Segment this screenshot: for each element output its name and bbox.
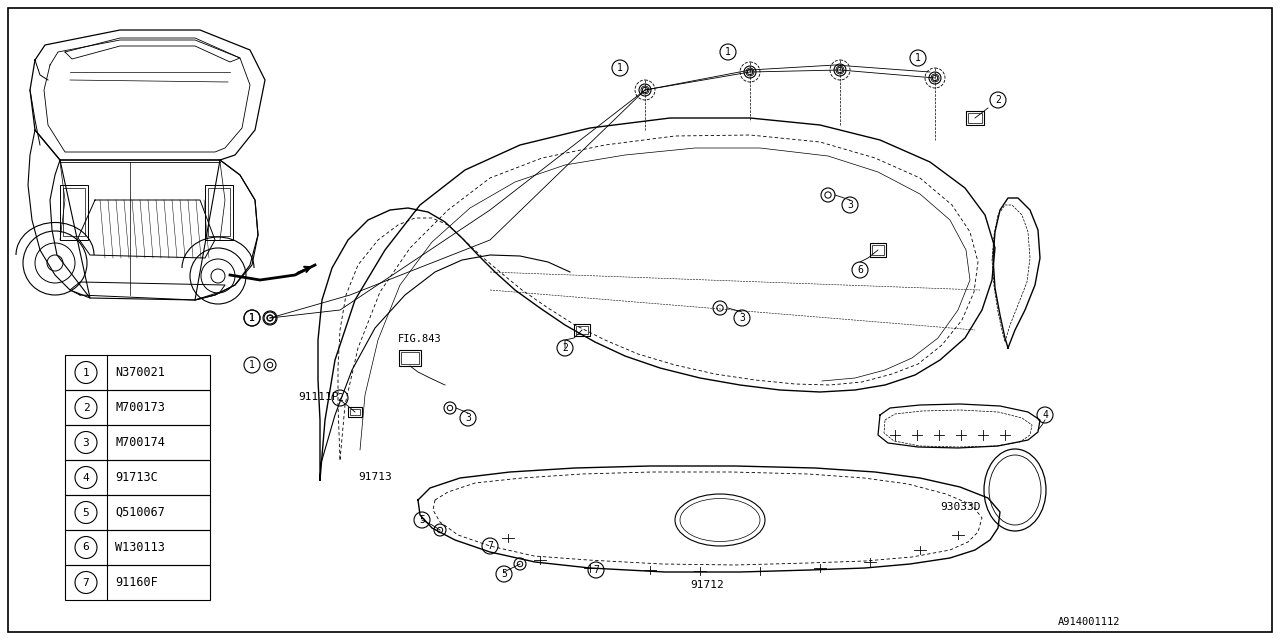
Text: 1: 1 [617,63,623,73]
Bar [209,188,230,236]
Text: 7: 7 [83,577,90,588]
Text: A914001112: A914001112 [1057,617,1120,627]
Bar [65,565,210,600]
Bar [966,111,984,125]
Text: 3: 3 [847,200,852,210]
Bar [60,185,88,240]
Bar [576,326,588,334]
Text: 7: 7 [593,565,599,575]
Text: 4: 4 [1042,410,1048,420]
Text: 2: 2 [337,393,343,403]
Text: 1: 1 [915,53,920,63]
Text: 2: 2 [995,95,1001,105]
Bar [399,350,421,366]
Text: 5: 5 [419,515,425,525]
Text: 1: 1 [250,360,255,370]
Text: W130113: W130113 [115,541,165,554]
Text: 3: 3 [465,413,471,423]
Bar [872,245,884,255]
Bar [205,185,233,240]
Text: 1: 1 [250,313,255,323]
Text: 1: 1 [250,313,255,323]
Text: FIG.843: FIG.843 [398,334,442,344]
Text: 2: 2 [83,403,90,413]
Bar [348,407,362,417]
Text: M700174: M700174 [115,436,165,449]
Text: 1: 1 [724,47,731,57]
Bar [65,355,210,390]
Text: 91160F: 91160F [115,576,157,589]
Bar [573,324,590,336]
Text: 1: 1 [83,367,90,378]
Text: 91713: 91713 [358,472,392,482]
Text: 91111P: 91111P [298,392,338,402]
Text: Q510067: Q510067 [115,506,165,519]
Text: 3: 3 [83,438,90,447]
Text: 6: 6 [83,543,90,552]
Bar [349,409,360,415]
Text: N370021: N370021 [115,366,165,379]
Text: 5: 5 [83,508,90,518]
Bar [65,390,210,425]
Text: 93033D: 93033D [940,502,980,512]
Bar [65,530,210,565]
Bar [65,495,210,530]
Bar [63,188,84,236]
Text: 91713C: 91713C [115,471,157,484]
Bar [870,243,886,257]
Text: 6: 6 [858,265,863,275]
Text: 91712: 91712 [690,580,723,590]
Bar [968,113,982,123]
Text: 5: 5 [500,569,507,579]
Bar [65,460,210,495]
Text: M700173: M700173 [115,401,165,414]
Text: 7: 7 [488,541,493,551]
Bar [401,352,419,364]
Text: 2: 2 [562,343,568,353]
Text: 4: 4 [83,472,90,483]
Text: 3: 3 [739,313,745,323]
Bar [65,425,210,460]
